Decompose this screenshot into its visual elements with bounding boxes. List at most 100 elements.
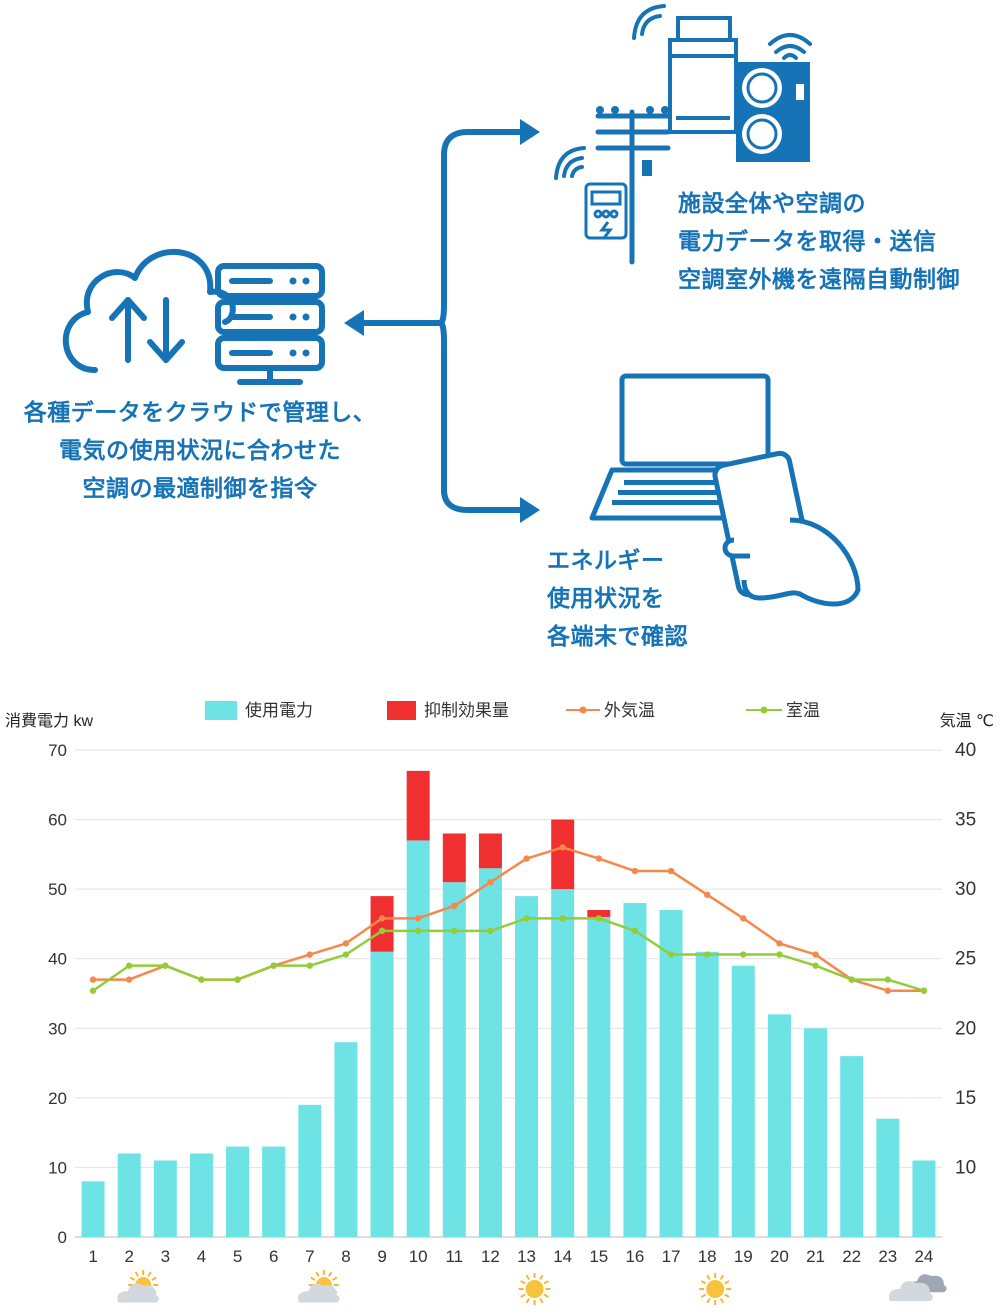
reduction-bar — [442, 833, 466, 883]
temperature-point — [667, 951, 675, 958]
sun-ray — [147, 1271, 152, 1277]
energy-text-line: エネルギー — [547, 548, 665, 574]
temperature-point — [487, 878, 494, 886]
temperature-line — [92, 917, 925, 992]
temperature-point — [342, 951, 350, 958]
sun-ray — [134, 1271, 140, 1277]
sun-ray — [543, 1293, 549, 1298]
temperature-point — [776, 951, 783, 958]
y-left-tick-label: 0 — [58, 1228, 67, 1247]
temperature-point — [776, 940, 783, 947]
temperature-point — [162, 962, 169, 969]
temperature-point — [740, 951, 747, 958]
sun-ray — [706, 1298, 711, 1304]
y-left-tick-label: 60 — [48, 811, 67, 830]
sun-ray — [724, 1280, 730, 1285]
temperature-point — [667, 867, 675, 875]
x-tick-label: 19 — [734, 1247, 753, 1266]
legend-label-indoor: 室温 — [786, 701, 820, 720]
power-bar — [262, 1146, 286, 1237]
x-tick-label: 1 — [88, 1247, 97, 1266]
cloud-description: 各種データをクラウドで管理し、 電気の使用状況に合わせた 空調の最適制御を指令 — [0, 394, 400, 508]
y-left-tick-label: 70 — [48, 741, 67, 760]
power-bar — [767, 1014, 791, 1237]
power-bar — [370, 951, 394, 1237]
cloud-shape — [889, 1281, 933, 1301]
temperature-point — [559, 844, 566, 851]
cloud-text-line: 空調の最適制御を指令 — [82, 476, 318, 502]
reduction-bar — [551, 819, 575, 890]
power-bar — [551, 889, 575, 1237]
legend-label-reduction: 抑制効果量 — [424, 701, 509, 720]
x-tick-label: 22 — [842, 1247, 861, 1266]
y-left-tick-label: 40 — [48, 950, 67, 969]
reduction-bar — [587, 910, 611, 917]
cloud-text-line: 電気の使用状況に合わせた — [59, 438, 341, 464]
x-tick-label: 20 — [770, 1247, 789, 1266]
partly-cloudy-icon — [117, 1270, 160, 1303]
temperature-point — [306, 962, 314, 969]
legend-marker-indoor — [760, 706, 768, 714]
y-right-axis-title: 気温 ℃ — [940, 712, 994, 730]
temperature-point — [414, 927, 422, 935]
x-tick-label: 7 — [305, 1247, 314, 1266]
temperature-point — [595, 915, 603, 922]
x-tick-label: 13 — [517, 1247, 536, 1266]
temperature-line — [93, 846, 924, 992]
sun-ray — [724, 1293, 730, 1298]
power-bar — [226, 1146, 250, 1237]
y-left-tick-label: 10 — [48, 1158, 67, 1177]
temperature-point — [451, 902, 458, 910]
temperature-point — [451, 927, 458, 935]
y-left-tick-label: 20 — [48, 1089, 67, 1108]
power-bar — [442, 882, 466, 1237]
temperature-lines — [89, 844, 928, 994]
x-tick-label: 10 — [409, 1247, 428, 1266]
temperature-point — [523, 915, 530, 922]
hvac-unit-icon — [668, 16, 738, 134]
temperature-point — [703, 951, 711, 958]
sun-ray — [543, 1280, 549, 1285]
temperature-point — [487, 927, 494, 935]
temperature-point — [848, 976, 855, 983]
sun-ray — [331, 1276, 338, 1281]
sun-ray — [327, 1271, 333, 1277]
facility-text-line: 電力データを取得・送信 — [678, 229, 937, 255]
legend-marker-outdoor — [579, 706, 587, 714]
x-tick-label: 12 — [481, 1247, 500, 1266]
temperature-point — [89, 987, 97, 994]
bars — [81, 770, 936, 1237]
sun-ray — [706, 1274, 711, 1280]
connector-arrows — [349, 129, 537, 513]
reduction-bar — [406, 770, 430, 841]
x-tick-label: 14 — [553, 1247, 572, 1266]
temperature-point — [125, 962, 133, 969]
partly-cloudy-icon — [297, 1270, 340, 1303]
facility-text-line: 空調室外機を遠隔自動制御 — [678, 267, 960, 293]
power-bar — [695, 951, 719, 1237]
x-tick-label: 11 — [445, 1247, 463, 1266]
legend-label-outdoor: 外気温 — [604, 701, 655, 720]
x-tick-label: 5 — [233, 1247, 242, 1266]
temperature-point — [631, 927, 639, 935]
sun-ray — [700, 1280, 707, 1285]
sun-ray — [315, 1271, 320, 1277]
power-bar — [623, 903, 647, 1237]
legend: 使用電力 抑制効果量 外気温 室温 — [205, 700, 820, 720]
power-bar — [153, 1160, 177, 1237]
x-tick-label: 4 — [197, 1247, 206, 1266]
power-bar — [406, 840, 430, 1237]
utility-pole-icon — [595, 109, 671, 265]
power-bar — [876, 1118, 900, 1237]
temperature-point — [234, 976, 241, 983]
sun-ray — [525, 1274, 530, 1280]
temperature-point — [414, 915, 422, 922]
x-tick-label: 8 — [341, 1247, 350, 1266]
energy-text-line: 使用状況を — [547, 586, 665, 612]
y-left-tick-label: 30 — [48, 1019, 67, 1038]
x-tick-label: 9 — [377, 1247, 386, 1266]
temperature-point — [125, 976, 133, 983]
wifi-icon-meter — [554, 146, 586, 180]
